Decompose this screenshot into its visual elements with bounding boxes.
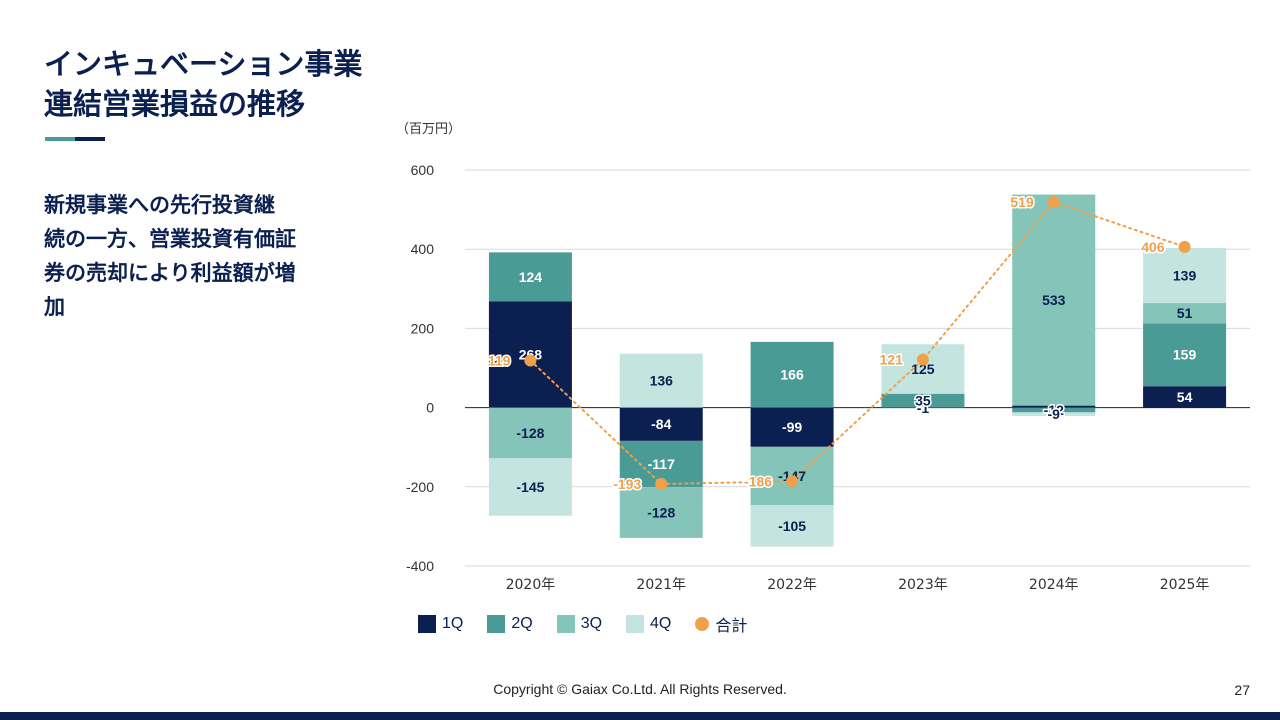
total-point [916, 353, 929, 366]
bar-segment-1q [1143, 386, 1227, 408]
title-line-2: 連結営業損益の推移 [44, 87, 306, 121]
page-title: インキュベーション事業 連結営業損益の推移 [44, 44, 362, 124]
bar-segment-1q [1012, 405, 1096, 408]
chart-legend: 1Q 2Q 3Q 4Q 合計 [0, 612, 1280, 636]
copyright-text: Copyright © Gaiax Co.Ltd. All Rights Res… [493, 681, 787, 697]
bar-segment-2q [1143, 323, 1227, 387]
total-label: 406 [1141, 239, 1165, 255]
legend-item-4q: 4Q [626, 612, 671, 636]
segment-label-2q: 35 [915, 393, 931, 409]
segment-label-3q: 533 [1042, 292, 1066, 308]
segment-label-1q: 54 [1177, 389, 1193, 405]
segment-label-3q: -128 [647, 505, 675, 521]
legend-item-total: 合計 [695, 612, 747, 636]
total-line [529, 200, 1186, 486]
y-tick-label: 200 [411, 320, 435, 336]
y-tick-label: -200 [406, 479, 434, 495]
total-point [1047, 196, 1060, 209]
x-tick-label: 2022年 [767, 577, 817, 593]
description: 新規事業への先行投資継 続の一方、営業投資有価証 券の売却により利益額が増 加 [44, 188, 344, 324]
legend-label-total: 合計 [715, 618, 748, 635]
segment-label-2q: 159 [1173, 347, 1197, 363]
x-tick-label: 2023年 [898, 577, 948, 593]
y-tick-label: -400 [406, 558, 434, 574]
segment-label-4q: -145 [516, 479, 544, 495]
x-tick-label: 2024年 [1029, 577, 1079, 593]
total-point [524, 354, 537, 367]
y-tick-label: 600 [411, 162, 435, 178]
bar-segment-4q [1143, 248, 1227, 304]
bar-segment-3q [1143, 303, 1227, 324]
segment-label-1q: -1 [917, 400, 930, 416]
total-point [786, 475, 799, 488]
page-number: 27 [1234, 682, 1250, 698]
bottom-bar [0, 712, 1280, 720]
segment-label-2q: 166 [780, 367, 804, 383]
bar-segment-2q [881, 393, 965, 408]
bar-segment-2q [488, 252, 572, 302]
segment-label-1q: -99 [782, 419, 802, 435]
segment-label-4q: -105 [778, 518, 806, 534]
segment-label-2q: -12 [1044, 402, 1064, 418]
description-line: 新規事業への先行投資継 [44, 193, 275, 217]
total-point [1178, 240, 1191, 253]
bar-segment-4q [1012, 412, 1096, 416]
title-accent-navy [75, 137, 105, 141]
bar-segment-4q [488, 458, 572, 516]
legend-swatch-2q [487, 615, 506, 633]
y-tick-label: 400 [411, 241, 435, 257]
description-line: 加 [44, 295, 65, 319]
description-line: 券の売却により利益額が増 [44, 261, 296, 285]
legend-label-2q: 2Q [511, 615, 533, 632]
x-tick-label: 2025年 [1160, 577, 1210, 593]
x-tick-label: 2020年 [506, 577, 556, 593]
y-tick-label: 0 [426, 400, 434, 416]
y-axis-unit: （百万円） [396, 122, 461, 137]
bar-segment-4q [750, 505, 834, 547]
segment-label-3q: -128 [516, 425, 544, 441]
bar-segment-4q [619, 353, 703, 408]
segment-label-1q: -84 [651, 416, 671, 432]
bar-segment-1q [750, 407, 834, 447]
total-label: 119 [488, 352, 511, 368]
x-tick-label: 2021年 [636, 577, 686, 593]
total-label: -193 [613, 476, 641, 492]
title-line-1: インキュベーション事業 [44, 47, 363, 81]
legend-swatch-1q [418, 615, 436, 633]
total-label: 519 [1010, 194, 1034, 210]
bar-segment-1q [619, 407, 703, 441]
legend-item-2q: 2Q [487, 612, 533, 636]
segment-label-4q: 125 [911, 361, 935, 377]
segment-label-2q: -117 [648, 456, 675, 472]
segment-label-2q: 124 [519, 269, 543, 285]
bar-segment-3q [619, 487, 703, 538]
total-label: 121 [880, 352, 904, 368]
bar-segment-2q [750, 341, 834, 408]
legend-label-4q: 4Q [650, 615, 672, 632]
description-line: 続の一方、営業投資有価証 [44, 227, 296, 251]
bar-segment-2q [1012, 407, 1096, 413]
bar-segment-3q [1012, 194, 1096, 406]
legend-item-3q: 3Q [556, 612, 603, 636]
legend-label-3q: 3Q [580, 615, 603, 632]
legend-swatch-3q [556, 615, 575, 633]
segment-label-4q: 136 [650, 373, 674, 389]
total-point [655, 478, 668, 491]
segment-label-3q: 51 [1177, 305, 1193, 321]
legend-swatch-4q [626, 615, 645, 633]
legend-item-1q: 1Q [418, 612, 463, 636]
segment-label-4q: -9 [1048, 406, 1061, 422]
segment-label-4q: 139 [1173, 268, 1197, 284]
total-label: -186 [744, 473, 772, 489]
bar-segment-3q [488, 407, 572, 459]
legend-swatch-total [695, 617, 710, 631]
legend-label-1q: 1Q [442, 615, 464, 632]
title-accent-teal [45, 137, 75, 141]
